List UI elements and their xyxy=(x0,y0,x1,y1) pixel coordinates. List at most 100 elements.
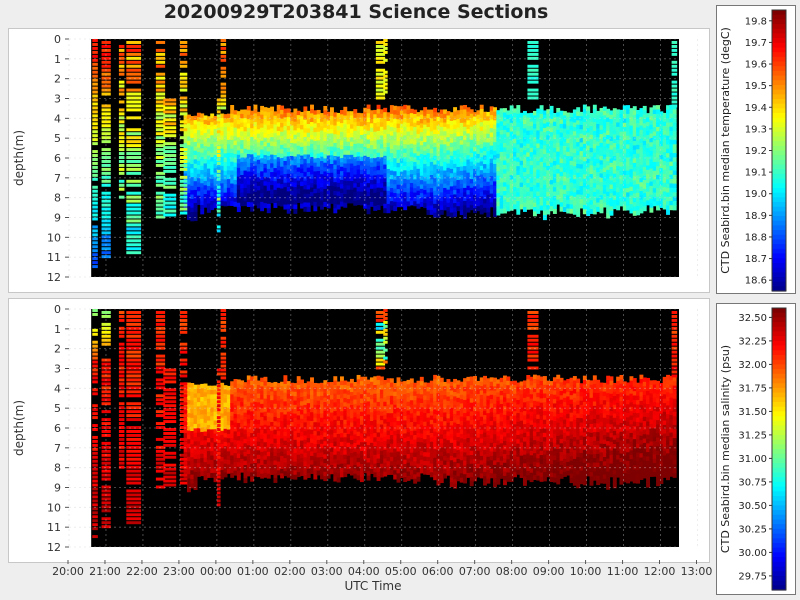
data-cell xyxy=(200,161,205,167)
data-cell xyxy=(639,129,644,135)
data-cell xyxy=(379,166,384,171)
data-cell xyxy=(236,405,241,411)
data-cell xyxy=(549,175,554,181)
data-cell xyxy=(376,170,381,176)
data-cell xyxy=(306,202,311,208)
data-cell xyxy=(210,157,215,163)
data-cell xyxy=(246,432,251,438)
data-cell xyxy=(92,241,98,245)
data-cell xyxy=(642,140,647,146)
data-cell xyxy=(433,177,438,183)
data-cell xyxy=(310,377,314,383)
data-cell xyxy=(666,140,670,146)
data-cell xyxy=(250,463,255,469)
data-cell xyxy=(283,204,288,210)
data-cell xyxy=(562,193,567,199)
data-cell xyxy=(389,166,394,172)
data-cell xyxy=(656,126,661,132)
data-cell xyxy=(443,187,448,193)
data-cell xyxy=(503,108,507,114)
data-cell xyxy=(646,196,651,201)
data-cell xyxy=(539,135,544,141)
data-cell xyxy=(233,392,238,398)
data-cell xyxy=(253,471,258,477)
data-cell xyxy=(220,448,225,454)
data-cell xyxy=(446,137,451,143)
data-cell xyxy=(330,412,334,418)
data-cell xyxy=(639,204,644,210)
data-cell xyxy=(586,110,591,116)
data-cell xyxy=(632,114,637,120)
data-cell xyxy=(155,108,166,112)
data-cell xyxy=(572,209,577,215)
data-cell xyxy=(436,142,441,148)
data-cell xyxy=(413,188,418,194)
data-cell xyxy=(190,478,195,484)
data-cell xyxy=(582,191,587,197)
data-cell xyxy=(562,124,567,130)
data-cell xyxy=(283,121,288,127)
data-cell xyxy=(256,146,261,152)
data-cell xyxy=(256,181,261,187)
data-cell xyxy=(396,197,401,203)
data-cell xyxy=(118,68,125,72)
data-cell xyxy=(236,449,241,455)
data-cell xyxy=(529,121,534,127)
data-cell xyxy=(493,124,497,130)
data-cell xyxy=(92,217,98,221)
data-cell xyxy=(423,137,428,143)
data-cell xyxy=(606,139,611,145)
data-cell xyxy=(236,436,241,442)
data-cell xyxy=(536,108,541,114)
data-cell xyxy=(276,196,281,202)
data-cell xyxy=(276,183,281,189)
data-cell xyxy=(216,98,221,102)
data-cell xyxy=(549,180,554,186)
data-cell xyxy=(366,178,371,184)
data-cell xyxy=(326,155,331,161)
data-cell xyxy=(323,140,328,146)
data-cell xyxy=(190,185,195,191)
data-cell xyxy=(250,132,255,138)
data-cell xyxy=(602,154,607,160)
data-cell xyxy=(449,195,454,201)
data-cell xyxy=(323,454,328,460)
data-cell xyxy=(626,183,631,189)
data-cell xyxy=(383,74,388,78)
data-cell xyxy=(456,197,461,203)
data-cell xyxy=(256,402,261,408)
data-cell xyxy=(92,94,98,98)
data-cell xyxy=(386,129,391,135)
data-cell xyxy=(300,111,304,117)
data-cell xyxy=(403,157,408,163)
data-cell xyxy=(220,200,225,206)
data-cell xyxy=(443,192,448,198)
data-cell xyxy=(353,191,358,197)
data-cell xyxy=(609,110,614,116)
data-cell xyxy=(456,110,461,116)
data-cell xyxy=(459,153,464,159)
data-cell xyxy=(399,162,404,168)
data-cell xyxy=(453,124,458,130)
data-cell xyxy=(416,151,421,157)
data-cell xyxy=(250,167,255,173)
data-cell xyxy=(326,172,331,178)
data-cell xyxy=(473,186,478,192)
data-cell xyxy=(443,205,448,211)
data-cell xyxy=(463,196,468,202)
data-cell xyxy=(426,209,431,215)
data-cell xyxy=(376,187,381,193)
data-cell xyxy=(669,148,674,154)
data-cell xyxy=(193,432,198,438)
data-cell xyxy=(446,163,451,169)
data-cell xyxy=(403,165,408,171)
data-cell xyxy=(529,173,534,179)
data-cell xyxy=(443,170,448,176)
data-cell xyxy=(203,470,208,476)
data-cell xyxy=(290,391,295,397)
data-cell xyxy=(616,192,621,198)
data-cell xyxy=(206,203,211,209)
data-cell xyxy=(343,198,348,204)
